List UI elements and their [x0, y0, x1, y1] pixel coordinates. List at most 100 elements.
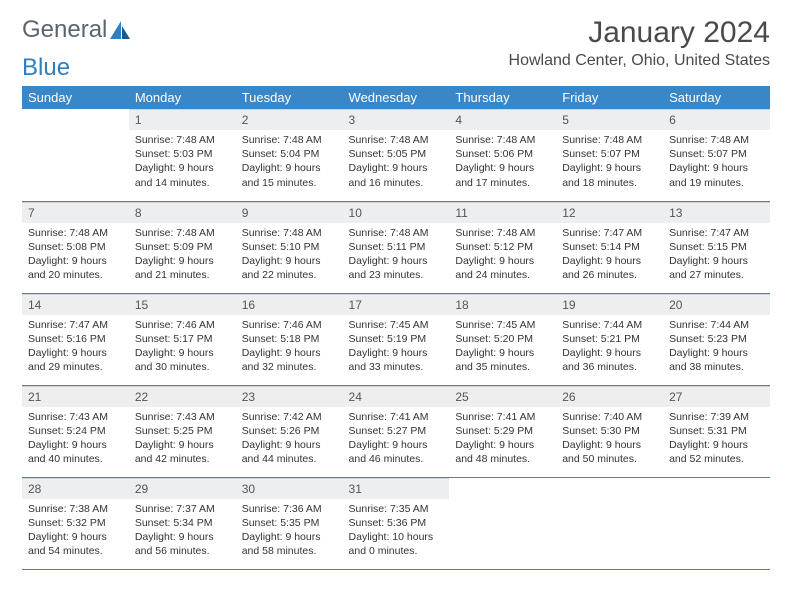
day-details: Sunrise: 7:48 AMSunset: 5:08 PMDaylight:…	[22, 223, 129, 289]
day-number: 1	[129, 109, 236, 130]
calendar-day-cell	[449, 477, 556, 569]
day-detail-line: Sunset: 5:11 PM	[349, 240, 444, 254]
day-detail-line: Daylight: 9 hours	[669, 346, 764, 360]
day-details: Sunrise: 7:43 AMSunset: 5:25 PMDaylight:…	[129, 407, 236, 473]
calendar-day-cell: 31Sunrise: 7:35 AMSunset: 5:36 PMDayligh…	[343, 477, 450, 569]
day-detail-line: Sunset: 5:07 PM	[562, 147, 657, 161]
day-detail-line: and 18 minutes.	[562, 176, 657, 190]
day-details: Sunrise: 7:46 AMSunset: 5:17 PMDaylight:…	[129, 315, 236, 381]
calendar-table: SundayMondayTuesdayWednesdayThursdayFrid…	[22, 86, 770, 570]
day-detail-line: Sunset: 5:15 PM	[669, 240, 764, 254]
calendar-day-cell: 1Sunrise: 7:48 AMSunset: 5:03 PMDaylight…	[129, 109, 236, 201]
day-number: 20	[663, 294, 770, 315]
day-number: 27	[663, 386, 770, 407]
day-details: Sunrise: 7:48 AMSunset: 5:06 PMDaylight:…	[449, 130, 556, 196]
day-detail-line: Sunrise: 7:45 AM	[455, 318, 550, 332]
day-number: 12	[556, 202, 663, 223]
day-detail-line: Sunrise: 7:41 AM	[455, 410, 550, 424]
calendar-day-cell: 27Sunrise: 7:39 AMSunset: 5:31 PMDayligh…	[663, 385, 770, 477]
day-detail-line: Sunrise: 7:42 AM	[242, 410, 337, 424]
calendar-day-cell: 15Sunrise: 7:46 AMSunset: 5:17 PMDayligh…	[129, 293, 236, 385]
calendar-day-cell: 25Sunrise: 7:41 AMSunset: 5:29 PMDayligh…	[449, 385, 556, 477]
day-details: Sunrise: 7:42 AMSunset: 5:26 PMDaylight:…	[236, 407, 343, 473]
day-detail-line: Sunset: 5:35 PM	[242, 516, 337, 530]
day-number: 30	[236, 478, 343, 499]
day-details: Sunrise: 7:43 AMSunset: 5:24 PMDaylight:…	[22, 407, 129, 473]
day-details: Sunrise: 7:44 AMSunset: 5:21 PMDaylight:…	[556, 315, 663, 381]
day-detail-line: Sunrise: 7:44 AM	[562, 318, 657, 332]
calendar-week-row: 1Sunrise: 7:48 AMSunset: 5:03 PMDaylight…	[22, 109, 770, 201]
day-detail-line: Daylight: 9 hours	[28, 254, 123, 268]
day-detail-line: Daylight: 9 hours	[135, 438, 230, 452]
calendar-day-cell: 6Sunrise: 7:48 AMSunset: 5:07 PMDaylight…	[663, 109, 770, 201]
day-detail-line: and 14 minutes.	[135, 176, 230, 190]
day-detail-line: Sunrise: 7:36 AM	[242, 502, 337, 516]
day-detail-line: Daylight: 9 hours	[135, 530, 230, 544]
calendar-day-cell: 30Sunrise: 7:36 AMSunset: 5:35 PMDayligh…	[236, 477, 343, 569]
day-detail-line: and 29 minutes.	[28, 360, 123, 374]
day-detail-line: Daylight: 9 hours	[562, 254, 657, 268]
day-detail-line: and 32 minutes.	[242, 360, 337, 374]
day-detail-line: Sunset: 5:27 PM	[349, 424, 444, 438]
day-detail-line: Daylight: 9 hours	[562, 161, 657, 175]
day-number: 7	[22, 202, 129, 223]
day-detail-line: Sunrise: 7:38 AM	[28, 502, 123, 516]
day-details: Sunrise: 7:47 AMSunset: 5:15 PMDaylight:…	[663, 223, 770, 289]
calendar-day-cell: 7Sunrise: 7:48 AMSunset: 5:08 PMDaylight…	[22, 201, 129, 293]
day-detail-line: Sunset: 5:23 PM	[669, 332, 764, 346]
day-detail-line: and 56 minutes.	[135, 544, 230, 558]
day-detail-line: Daylight: 9 hours	[242, 254, 337, 268]
day-detail-line: Sunset: 5:36 PM	[349, 516, 444, 530]
calendar-day-cell	[22, 109, 129, 201]
day-detail-line: Sunrise: 7:47 AM	[669, 226, 764, 240]
day-detail-line: and 46 minutes.	[349, 452, 444, 466]
day-details: Sunrise: 7:48 AMSunset: 5:09 PMDaylight:…	[129, 223, 236, 289]
day-detail-line: and 21 minutes.	[135, 268, 230, 282]
day-details: Sunrise: 7:36 AMSunset: 5:35 PMDaylight:…	[236, 499, 343, 565]
day-detail-line: and 22 minutes.	[242, 268, 337, 282]
day-number: 23	[236, 386, 343, 407]
day-number: 15	[129, 294, 236, 315]
day-detail-line: and 26 minutes.	[562, 268, 657, 282]
day-details: Sunrise: 7:48 AMSunset: 5:11 PMDaylight:…	[343, 223, 450, 289]
day-detail-line: Daylight: 9 hours	[562, 346, 657, 360]
day-detail-line: and 23 minutes.	[349, 268, 444, 282]
day-number: 3	[343, 109, 450, 130]
day-detail-line: and 0 minutes.	[349, 544, 444, 558]
day-detail-line: Sunset: 5:26 PM	[242, 424, 337, 438]
day-detail-line: Daylight: 9 hours	[455, 161, 550, 175]
day-detail-line: and 48 minutes.	[455, 452, 550, 466]
day-detail-line: Daylight: 9 hours	[455, 254, 550, 268]
day-details: Sunrise: 7:47 AMSunset: 5:14 PMDaylight:…	[556, 223, 663, 289]
day-detail-line: Sunset: 5:34 PM	[135, 516, 230, 530]
day-detail-line: Sunrise: 7:35 AM	[349, 502, 444, 516]
day-detail-line: and 30 minutes.	[135, 360, 230, 374]
day-detail-line: Sunrise: 7:43 AM	[28, 410, 123, 424]
day-details: Sunrise: 7:46 AMSunset: 5:18 PMDaylight:…	[236, 315, 343, 381]
day-detail-line: Sunrise: 7:40 AM	[562, 410, 657, 424]
weekday-header: Thursday	[449, 86, 556, 109]
day-detail-line: Sunset: 5:29 PM	[455, 424, 550, 438]
calendar-day-cell: 26Sunrise: 7:40 AMSunset: 5:30 PMDayligh…	[556, 385, 663, 477]
day-detail-line: Sunset: 5:10 PM	[242, 240, 337, 254]
day-number: 29	[129, 478, 236, 499]
weekday-header: Monday	[129, 86, 236, 109]
day-number: 26	[556, 386, 663, 407]
day-number: 13	[663, 202, 770, 223]
calendar-week-row: 7Sunrise: 7:48 AMSunset: 5:08 PMDaylight…	[22, 201, 770, 293]
day-details: Sunrise: 7:37 AMSunset: 5:34 PMDaylight:…	[129, 499, 236, 565]
calendar-day-cell: 23Sunrise: 7:42 AMSunset: 5:26 PMDayligh…	[236, 385, 343, 477]
calendar-day-cell	[556, 477, 663, 569]
day-detail-line: Daylight: 9 hours	[135, 254, 230, 268]
logo: General	[22, 16, 131, 44]
day-details: Sunrise: 7:38 AMSunset: 5:32 PMDaylight:…	[22, 499, 129, 565]
day-number: 11	[449, 202, 556, 223]
calendar-week-row: 14Sunrise: 7:47 AMSunset: 5:16 PMDayligh…	[22, 293, 770, 385]
day-number: 22	[129, 386, 236, 407]
day-detail-line: and 44 minutes.	[242, 452, 337, 466]
day-detail-line: Daylight: 9 hours	[242, 438, 337, 452]
weekday-header: Wednesday	[343, 86, 450, 109]
day-detail-line: and 15 minutes.	[242, 176, 337, 190]
sail-icon	[109, 20, 131, 40]
day-detail-line: and 19 minutes.	[669, 176, 764, 190]
